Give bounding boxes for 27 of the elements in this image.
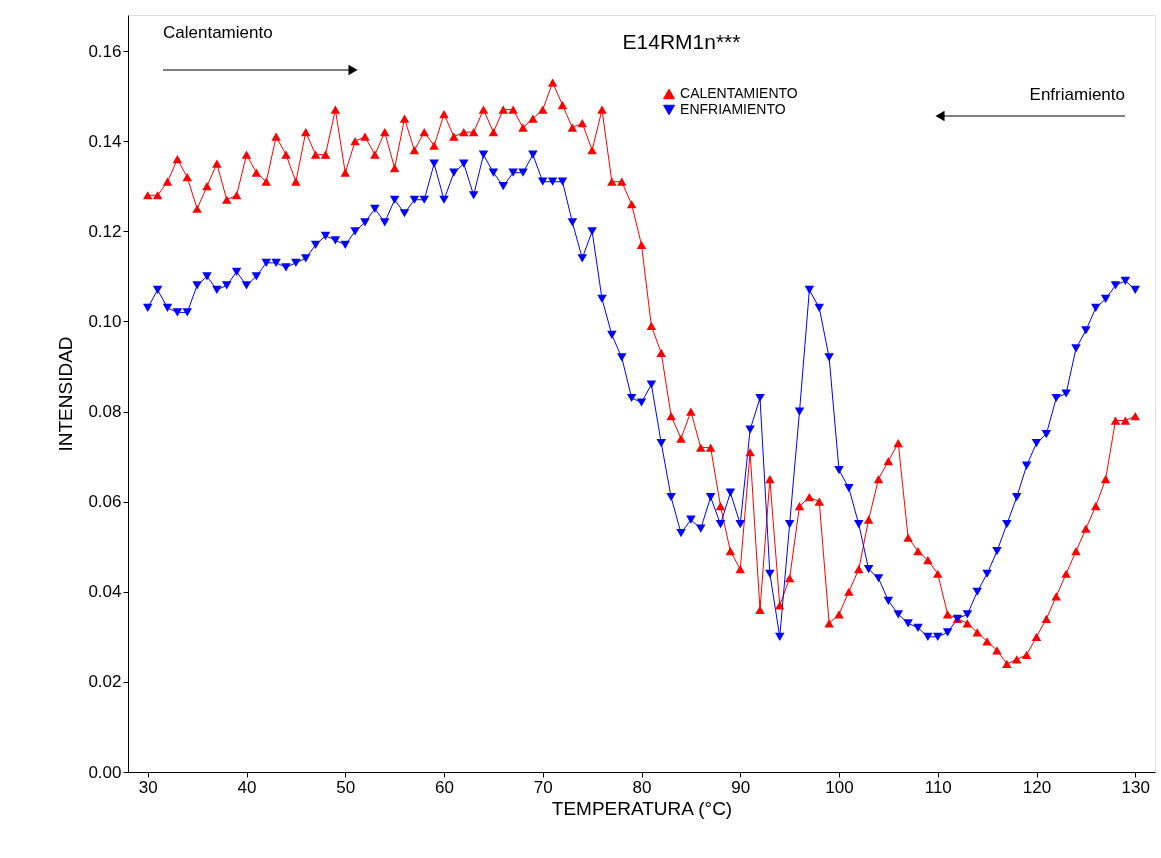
legend-label: ENFRIAMIENTO — [680, 101, 786, 117]
x-tick-label: 100 — [825, 777, 854, 797]
y-tick-label: 0.02 — [88, 672, 122, 692]
x-tick-label: 30 — [138, 777, 158, 797]
x-tick-label: 50 — [336, 777, 356, 797]
x-tick-label: 110 — [924, 777, 952, 797]
annotation: Calentamiento — [163, 23, 273, 42]
x-tick-label: 130 — [1121, 777, 1150, 797]
y-tick-label: 0.10 — [88, 311, 122, 331]
y-tick-label: 0.04 — [88, 582, 122, 602]
y-tick-label: 0.16 — [88, 41, 122, 61]
x-tick-label: 40 — [237, 777, 257, 797]
x-tick-label: 80 — [632, 777, 652, 797]
y-tick-label: 0.00 — [88, 762, 122, 782]
x-axis-title: TEMPERATURA (°C) — [551, 797, 733, 819]
legend-label: CALENTAMIENTO — [680, 85, 798, 101]
x-tick-label: 120 — [1022, 777, 1052, 797]
y-tick-label: 0.08 — [88, 402, 122, 422]
x-tick-label: 60 — [435, 777, 454, 797]
y-tick-label: 0.06 — [88, 492, 122, 512]
x-tick-label: 70 — [533, 777, 553, 797]
text: E14RM1n*** — [622, 30, 741, 53]
y-tick-label: 0.14 — [88, 131, 122, 151]
x-tick-label: 90 — [731, 777, 751, 797]
y-tick-label: 0.12 — [88, 221, 122, 241]
y-axis-title: INTENSIDAD — [55, 336, 77, 452]
annotation: Enfriamiento — [1029, 85, 1125, 104]
